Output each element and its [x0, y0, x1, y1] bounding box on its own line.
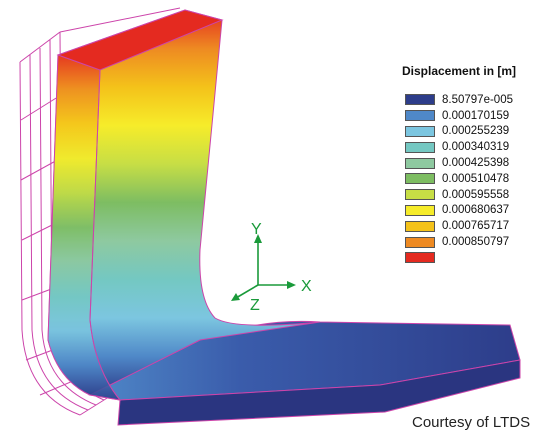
- legend-row: 0.000765717: [392, 218, 542, 234]
- legend-row: 0.000170159: [392, 108, 542, 124]
- legend-label: 0.000340319: [442, 141, 510, 154]
- z-axis-label: Z: [250, 297, 260, 314]
- legend-row: 0.000255239: [392, 124, 542, 140]
- legend-swatch: [405, 220, 435, 232]
- legend-swatch: [405, 236, 435, 248]
- z-axis-line: [235, 284, 259, 299]
- legend-title: Displacement in [m]: [402, 64, 517, 78]
- legend-row: 0.000680637: [392, 203, 542, 219]
- legend-swatch: [405, 125, 435, 137]
- x-axis-label: X: [301, 278, 312, 295]
- y-axis-label: Y: [251, 221, 262, 238]
- legend-label: 0.000170159: [442, 109, 510, 122]
- legend-label: 0.000510478: [442, 172, 510, 185]
- legend-label: 0.000680637: [442, 204, 510, 217]
- image-credit: Courtesy of LTDS: [412, 414, 531, 431]
- legend-row: 8.50797e-005: [392, 92, 542, 108]
- legend-row: 0.000425398: [392, 155, 542, 171]
- legend-row: [392, 250, 542, 266]
- deformed-shell: [47, 9, 521, 426]
- legend-swatch: [405, 173, 435, 185]
- legend-swatch: [405, 204, 435, 216]
- legend-row: 0.000850797: [392, 234, 542, 250]
- legend-swatch: [405, 141, 435, 153]
- z-axis-arrow-icon: [231, 293, 240, 301]
- displacement-legend: Displacement in [m] 8.50797e-005 0.000170…: [392, 64, 542, 266]
- legend-swatch: [405, 94, 435, 106]
- legend-swatch: [405, 252, 435, 264]
- legend-label: 0.000850797: [442, 236, 510, 249]
- legend-row: 0.000340319: [392, 139, 542, 155]
- legend-label: 0.000595558: [442, 188, 510, 201]
- legend-label: 8.50797e-005: [442, 93, 513, 106]
- legend-row: 0.000510478: [392, 171, 542, 187]
- x-axis-arrow-icon: [287, 281, 296, 289]
- legend-swatch: [405, 189, 435, 201]
- legend-swatch: [405, 157, 435, 169]
- legend-label: 0.000765717: [442, 220, 510, 233]
- axis-triad: [231, 234, 296, 301]
- y-axis-arrow-icon: [254, 234, 262, 243]
- legend-swatch: [405, 110, 435, 122]
- legend-rows: 8.50797e-005 0.000170159 0.000255239 0.0003…: [392, 92, 542, 266]
- legend-label: 0.000425398: [442, 157, 510, 170]
- legend-row: 0.000595558: [392, 187, 542, 203]
- legend-label: 0.000255239: [442, 125, 510, 138]
